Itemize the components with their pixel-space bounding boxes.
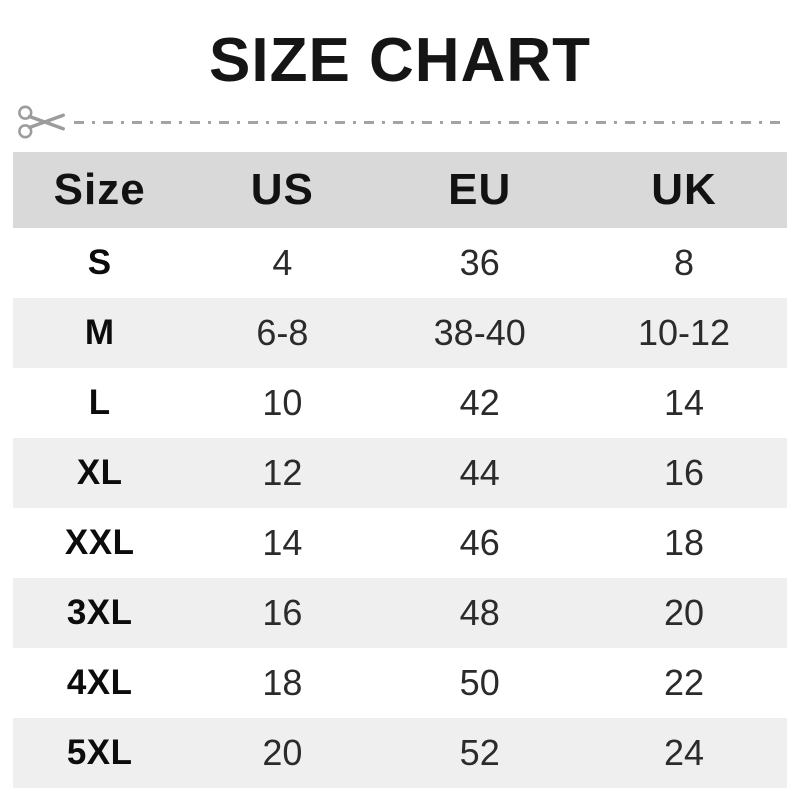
table-header-row: Size US EU UK <box>13 152 787 228</box>
col-header-us: US <box>186 152 379 228</box>
col-header-size: Size <box>13 152 187 228</box>
eu-cell: 50 <box>459 662 500 703</box>
page-title: SIZE CHART <box>209 26 591 95</box>
scissors-icon <box>18 105 65 139</box>
cut-line <box>16 100 786 144</box>
col-header-eu: EU <box>378 152 582 228</box>
us-cell: 6-8 <box>256 312 309 353</box>
uk-cell: 10-12 <box>638 312 731 353</box>
table-row: L 10 42 14 <box>13 368 787 438</box>
table-row: 5XL 20 52 24 <box>13 718 787 788</box>
eu-cell: 36 <box>459 242 500 283</box>
eu-cell: 44 <box>459 452 500 493</box>
table-row: M 6-8 38-40 10-12 <box>13 298 787 368</box>
us-cell: 20 <box>262 732 303 773</box>
table-row: S 4 36 8 <box>13 228 787 298</box>
size-cell: L <box>88 383 111 422</box>
table-row: 4XL 18 50 22 <box>13 648 787 718</box>
us-cell: 18 <box>262 662 303 703</box>
uk-cell: 14 <box>664 382 705 423</box>
size-cell: S <box>87 243 112 282</box>
table-row: XXL 14 46 18 <box>13 508 787 578</box>
uk-cell: 22 <box>664 662 705 703</box>
size-cell: XL <box>76 453 123 492</box>
us-cell: 10 <box>262 382 303 423</box>
uk-cell: 24 <box>664 732 705 773</box>
uk-cell: 18 <box>664 522 705 563</box>
size-table: Size US EU UK S 4 36 8 M 6-8 38-40 10-12… <box>13 152 787 788</box>
size-cell: 3XL <box>66 593 133 632</box>
eu-cell: 46 <box>459 522 500 563</box>
uk-cell: 16 <box>664 452 705 493</box>
eu-cell: 38-40 <box>433 312 526 353</box>
dashed-line <box>74 120 786 124</box>
us-cell: 14 <box>262 522 303 563</box>
col-header-uk: UK <box>581 152 787 228</box>
size-cell: 5XL <box>66 733 133 772</box>
uk-cell: 8 <box>674 242 695 283</box>
table-row: XL 12 44 16 <box>13 438 787 508</box>
us-cell: 4 <box>272 242 293 283</box>
eu-cell: 42 <box>459 382 500 423</box>
size-chart-page: { "title": "SIZE CHART", "cut_line": { "… <box>0 30 800 800</box>
eu-cell: 48 <box>459 592 500 633</box>
size-cell: 4XL <box>66 663 133 702</box>
us-cell: 16 <box>262 592 303 633</box>
size-cell: XXL <box>64 523 135 562</box>
us-cell: 12 <box>262 452 303 493</box>
eu-cell: 52 <box>459 732 500 773</box>
size-cell: M <box>84 313 115 352</box>
table-row: 3XL 16 48 20 <box>13 578 787 648</box>
uk-cell: 20 <box>664 592 705 633</box>
